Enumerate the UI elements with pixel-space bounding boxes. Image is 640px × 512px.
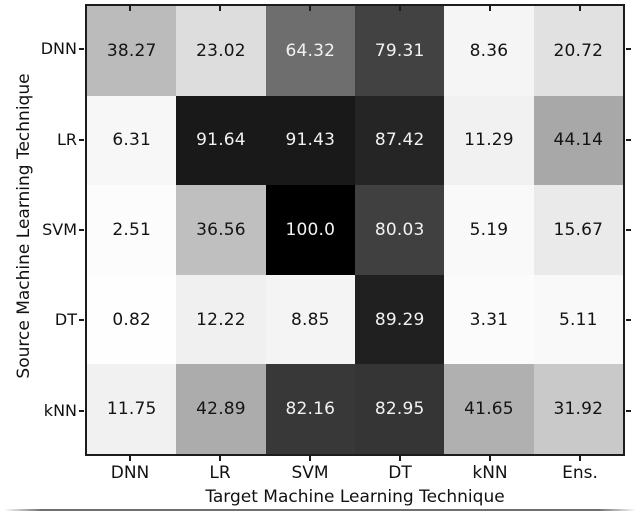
- heatmap-cell-LR-LR: 91.64: [176, 95, 266, 186]
- axis-tick-mark: [626, 319, 631, 322]
- heatmap-cell-DNN-SVM: 64.32: [265, 6, 355, 96]
- axis-tick-mark: [626, 138, 631, 141]
- heatmap-plot-area: 38.27 23.02 64.32 79.31 8.36 20.72 6.31 91.64 91…: [85, 4, 625, 456]
- heatmap-cell-LR-SVM: 91.43: [265, 95, 355, 186]
- heatmap-cell-SVM-Ens.: 15.67: [533, 185, 623, 275]
- heatmap-cell-kNN-kNN: 41.65: [444, 364, 534, 454]
- heatmap-cell-DNN-kNN: 8.36: [444, 6, 534, 96]
- heatmap-cell-kNN-DT: 82.95: [355, 364, 445, 454]
- axis-tick-mark: [399, 6, 401, 11]
- heatmap-cell-LR-DNN: 6.31: [87, 95, 177, 186]
- x-tick-label-kNN: kNN: [472, 463, 508, 483]
- y-tick-label-DNN: DNN: [40, 39, 77, 59]
- heatmap-cell-SVM-LR: 36.56: [176, 185, 266, 275]
- axis-tick-mark: [626, 409, 631, 412]
- axis-tick-mark: [399, 456, 401, 461]
- heatmap-cell-LR-kNN: 11.29: [444, 95, 534, 186]
- axis-tick-mark: [626, 229, 631, 231]
- heatmap-cell-kNN-DNN: 11.75: [87, 364, 177, 454]
- heatmap-cell-SVM-SVM: 100.0: [265, 185, 355, 275]
- axis-tick-mark: [489, 456, 491, 461]
- y-tick-label-SVM: SVM: [42, 220, 77, 239]
- heatmap-cell-LR-Ens.: 44.14: [533, 95, 623, 186]
- axis-tick-mark: [626, 48, 631, 51]
- heatmap-cell-DNN-DT: 79.31: [355, 6, 445, 96]
- axis-tick-mark: [129, 6, 131, 11]
- heatmap-cell-SVM-DNN: 2.51: [87, 185, 177, 275]
- x-tick-label-DNN: DNN: [110, 463, 150, 483]
- heatmap-cell-DT-Ens.: 5.11: [533, 274, 623, 365]
- heatmap-cell-DT-DT: 89.29: [355, 274, 445, 365]
- heatmap-cell-kNN-SVM: 82.16: [265, 364, 355, 454]
- axis-tick-mark: [309, 456, 311, 461]
- axis-tick-mark: [579, 6, 581, 11]
- axis-tick-mark: [309, 6, 311, 11]
- axis-tick-mark: [129, 456, 131, 461]
- axis-tick-mark: [79, 229, 84, 231]
- axis-tick-mark: [579, 456, 581, 461]
- heatmap-cell-SVM-DT: 80.03: [355, 185, 445, 275]
- image-bottom-edge-line: [4, 509, 636, 511]
- heatmap-cell-DT-DNN: 0.82: [87, 274, 177, 365]
- x-axis-label: Target Machine Learning Technique: [205, 487, 505, 507]
- x-tick-label-SVM: SVM: [291, 463, 329, 483]
- heatmap-cell-DNN-DNN: 38.27: [87, 6, 177, 96]
- axis-tick-mark: [489, 6, 491, 11]
- y-tick-label-LR: LR: [56, 129, 77, 149]
- axis-tick-mark: [79, 138, 84, 141]
- y-tick-label-kNN: kNN: [43, 400, 77, 420]
- axis-tick-mark: [79, 319, 84, 322]
- heatmap-cell-kNN-LR: 42.89: [176, 364, 266, 454]
- axis-tick-mark: [219, 456, 221, 461]
- axis-tick-mark: [79, 409, 84, 412]
- heatmap-cell-DNN-LR: 23.02: [176, 6, 266, 96]
- x-tick-label-DT: DT: [388, 463, 412, 483]
- heatmap-cell-DT-SVM: 8.85: [265, 274, 355, 365]
- heatmap-cell-LR-DT: 87.42: [355, 95, 445, 186]
- axis-tick-mark: [219, 6, 221, 11]
- heatmap-cell-DNN-Ens.: 20.72: [533, 6, 623, 96]
- y-tick-label-DT: DT: [54, 310, 77, 330]
- x-tick-label-LR: LR: [209, 463, 231, 483]
- heatmap-cell-DT-LR: 12.22: [176, 274, 266, 365]
- heatmap-cell-DT-kNN: 3.31: [444, 274, 534, 365]
- heatmap-cell-SVM-kNN: 5.19: [444, 185, 534, 275]
- heatmap-cell-kNN-Ens.: 31.92: [533, 364, 623, 454]
- x-tick-label-Ens.: Ens.: [562, 463, 598, 483]
- axis-tick-mark: [79, 48, 84, 51]
